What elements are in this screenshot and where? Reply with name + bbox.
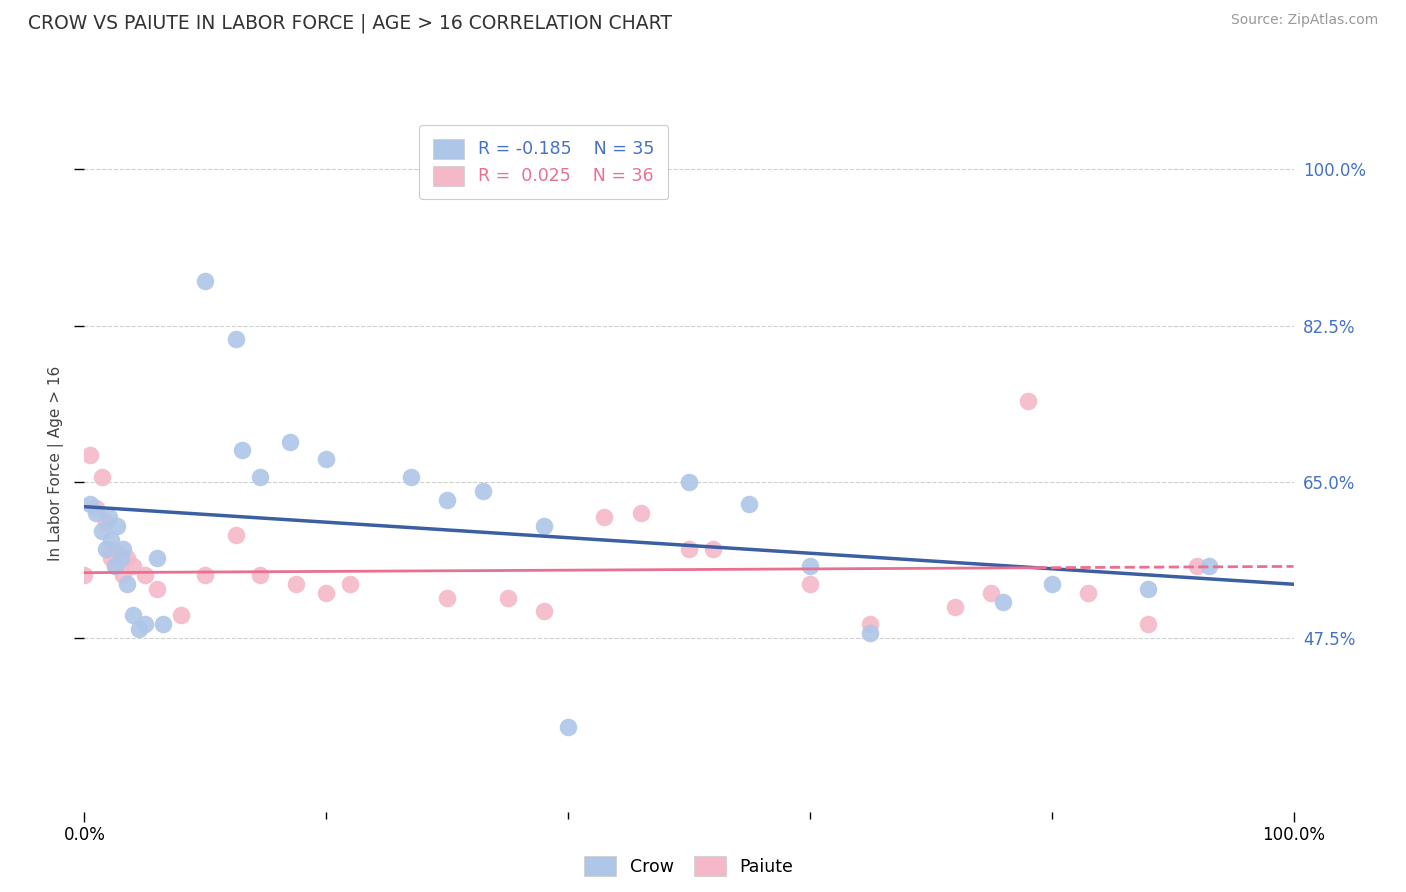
Legend: Crow, Paiute: Crow, Paiute bbox=[578, 849, 800, 883]
Point bbox=[702, 541, 724, 556]
Point bbox=[557, 720, 579, 734]
Point bbox=[593, 510, 616, 524]
Point bbox=[121, 608, 143, 623]
Point bbox=[436, 591, 458, 605]
Point bbox=[980, 586, 1002, 600]
Point bbox=[1185, 559, 1208, 574]
Point bbox=[533, 519, 555, 533]
Point bbox=[152, 617, 174, 632]
Point bbox=[79, 497, 101, 511]
Point bbox=[115, 577, 138, 591]
Point bbox=[97, 541, 120, 556]
Point bbox=[105, 519, 128, 533]
Point bbox=[94, 515, 117, 529]
Point bbox=[115, 550, 138, 565]
Point bbox=[112, 568, 135, 582]
Point bbox=[104, 559, 127, 574]
Point bbox=[436, 492, 458, 507]
Point bbox=[993, 595, 1015, 609]
Point bbox=[94, 541, 117, 556]
Point bbox=[285, 577, 308, 591]
Point bbox=[249, 568, 271, 582]
Point bbox=[1198, 559, 1220, 574]
Point bbox=[678, 475, 700, 489]
Point bbox=[194, 274, 217, 288]
Point bbox=[249, 470, 271, 484]
Point bbox=[859, 626, 882, 640]
Point bbox=[79, 448, 101, 462]
Point bbox=[630, 506, 652, 520]
Point bbox=[738, 497, 761, 511]
Point bbox=[134, 568, 156, 582]
Point bbox=[91, 470, 114, 484]
Point bbox=[146, 582, 169, 596]
Point bbox=[86, 501, 108, 516]
Point bbox=[799, 577, 821, 591]
Point bbox=[97, 510, 120, 524]
Point bbox=[399, 470, 422, 484]
Point bbox=[533, 604, 555, 618]
Point bbox=[1137, 617, 1160, 632]
Point bbox=[472, 483, 495, 498]
Point bbox=[278, 434, 301, 449]
Point bbox=[1040, 577, 1063, 591]
Point bbox=[315, 586, 337, 600]
Text: CROW VS PAIUTE IN LABOR FORCE | AGE > 16 CORRELATION CHART: CROW VS PAIUTE IN LABOR FORCE | AGE > 16… bbox=[28, 13, 672, 33]
Point bbox=[73, 568, 96, 582]
Point bbox=[678, 541, 700, 556]
Point bbox=[859, 617, 882, 632]
Point bbox=[943, 599, 966, 614]
Point bbox=[496, 591, 519, 605]
Point bbox=[86, 506, 108, 520]
Text: Source: ZipAtlas.com: Source: ZipAtlas.com bbox=[1230, 13, 1378, 28]
Point bbox=[339, 577, 361, 591]
Point bbox=[100, 550, 122, 565]
Point bbox=[1017, 394, 1039, 409]
Point bbox=[225, 332, 247, 346]
Point bbox=[112, 541, 135, 556]
Point bbox=[134, 617, 156, 632]
Point bbox=[1137, 582, 1160, 596]
Point bbox=[1077, 586, 1099, 600]
Point bbox=[110, 550, 132, 565]
Point bbox=[231, 443, 253, 458]
Point bbox=[146, 550, 169, 565]
Point bbox=[315, 452, 337, 467]
Point bbox=[799, 559, 821, 574]
Point bbox=[194, 568, 217, 582]
Point bbox=[121, 559, 143, 574]
Point bbox=[225, 528, 247, 542]
Point bbox=[107, 546, 129, 560]
Point bbox=[100, 533, 122, 547]
Point bbox=[128, 622, 150, 636]
Y-axis label: In Labor Force | Age > 16: In Labor Force | Age > 16 bbox=[48, 367, 63, 561]
Point bbox=[91, 524, 114, 538]
Point bbox=[170, 608, 193, 623]
Point bbox=[104, 559, 127, 574]
